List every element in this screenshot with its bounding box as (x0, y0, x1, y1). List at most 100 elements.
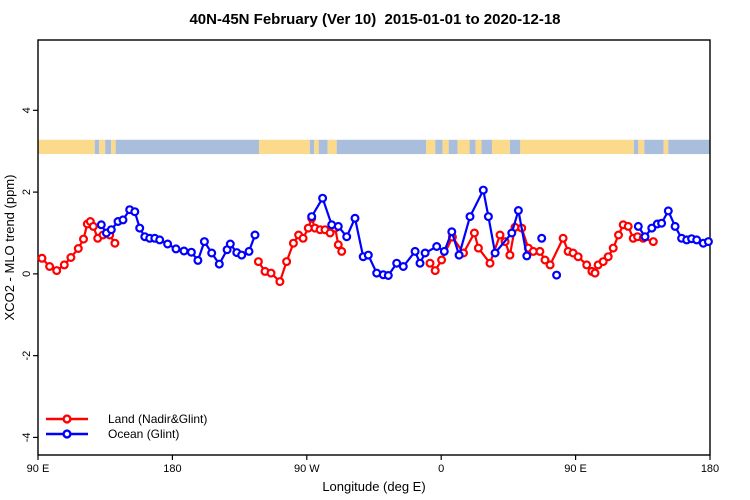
land-point (253, 257, 263, 267)
map-band-segment-land (111, 139, 116, 155)
ocean-point (307, 212, 317, 222)
land-point (469, 228, 479, 238)
ocean-point (96, 220, 106, 230)
land-point (282, 257, 292, 267)
land-point (337, 246, 347, 256)
ocean-point (552, 270, 562, 280)
map-band-segment-land (491, 139, 510, 155)
ocean-point (507, 228, 517, 238)
land-point (333, 240, 343, 250)
land-point (545, 260, 555, 270)
land-point (582, 260, 592, 270)
plot-border (37, 39, 711, 456)
x-tick-label: 0 (438, 463, 444, 475)
land-series (37, 213, 658, 287)
map-band-segment-ocean (336, 139, 427, 155)
ocean-point (155, 235, 165, 245)
x-axis-label: Longitude (deg E) (322, 479, 425, 494)
land-point (623, 221, 633, 231)
map-band-segment-land (426, 139, 436, 155)
ocean-point (214, 259, 224, 269)
map-band-segment-ocean (668, 139, 710, 155)
map-band-segment-ocean (435, 139, 443, 155)
land-point (45, 262, 55, 272)
land-point (325, 228, 335, 238)
map-band-segment-land (638, 139, 645, 155)
land-legend-marker (62, 414, 72, 424)
ocean-point (439, 246, 449, 256)
ocean-point (670, 221, 680, 231)
ocean-point (318, 193, 328, 203)
legend: Land (Nadir&Glint)Ocean (Glint) (46, 412, 207, 441)
land-point (275, 277, 285, 287)
ocean-point (465, 212, 475, 222)
land-point (437, 255, 447, 265)
x-axis: 90 E 180 90 W 0 90 E 180 (27, 455, 719, 475)
ocean-point (106, 225, 116, 235)
ocean-point (513, 206, 523, 216)
land-point (73, 244, 83, 254)
ocean-point (415, 258, 425, 268)
land-point (59, 260, 69, 270)
ocean-series (96, 185, 713, 281)
map-band-segment-land (38, 139, 95, 155)
land-point (558, 233, 568, 243)
ocean-point (250, 230, 260, 240)
land-legend-label: Land (Nadir&Glint) (108, 412, 207, 426)
map-band-segment-ocean (318, 139, 328, 155)
ocean-point (130, 207, 140, 217)
y-tick-label: 0 (21, 271, 33, 277)
ocean-point (199, 237, 209, 247)
map-band-segment-land (475, 139, 482, 155)
land-point (430, 266, 440, 276)
map-band-segment-land (663, 139, 669, 155)
ocean-point (392, 258, 402, 268)
ocean-point (490, 248, 500, 258)
ocean-point (483, 212, 493, 222)
land-point (648, 237, 658, 247)
land-point (535, 246, 545, 256)
map-band-segment-ocean (309, 139, 315, 155)
ocean-point (633, 221, 643, 231)
ocean-point (244, 246, 254, 256)
land-point (298, 233, 308, 243)
y-tick-label: -4 (21, 433, 33, 443)
ocean-point (454, 250, 464, 260)
land-point (37, 253, 47, 263)
land-point (505, 250, 515, 260)
ocean-point (179, 246, 189, 256)
ocean-point (432, 242, 442, 252)
ocean-point (333, 221, 343, 231)
ocean-point (692, 235, 702, 245)
ocean-point (410, 246, 420, 256)
x-tick-label: 90 E (564, 463, 587, 475)
y-axis-label: XCO2 - MLO trend (ppm) (2, 175, 17, 321)
ocean-point (383, 271, 393, 281)
map-band-segment-ocean (633, 139, 639, 155)
land-point (66, 253, 76, 263)
ocean-point (350, 213, 360, 223)
map-band (38, 139, 710, 155)
map-band-segment-ocean (105, 139, 112, 155)
ocean-legend-label: Ocean (Glint) (108, 427, 179, 441)
map-band-segment-land (520, 139, 634, 155)
map-band-segment-ocean (644, 139, 664, 155)
land-point (495, 230, 505, 240)
land-point (613, 230, 623, 240)
ocean-point (363, 250, 373, 260)
ocean-point (171, 244, 181, 254)
x-tick-label: 90 E (27, 463, 50, 475)
x-tick-label: 180 (163, 463, 181, 475)
land-point (540, 255, 550, 265)
ocean-point (640, 232, 650, 242)
ocean-point (207, 248, 217, 258)
x-tick-label: 90 W (294, 463, 320, 475)
y-tick-label: -2 (21, 351, 33, 361)
ocean-point (420, 248, 430, 258)
ocean-point (193, 255, 203, 265)
map-band-segment-land (457, 139, 470, 155)
ocean-point (186, 247, 196, 257)
land-point (598, 257, 608, 267)
